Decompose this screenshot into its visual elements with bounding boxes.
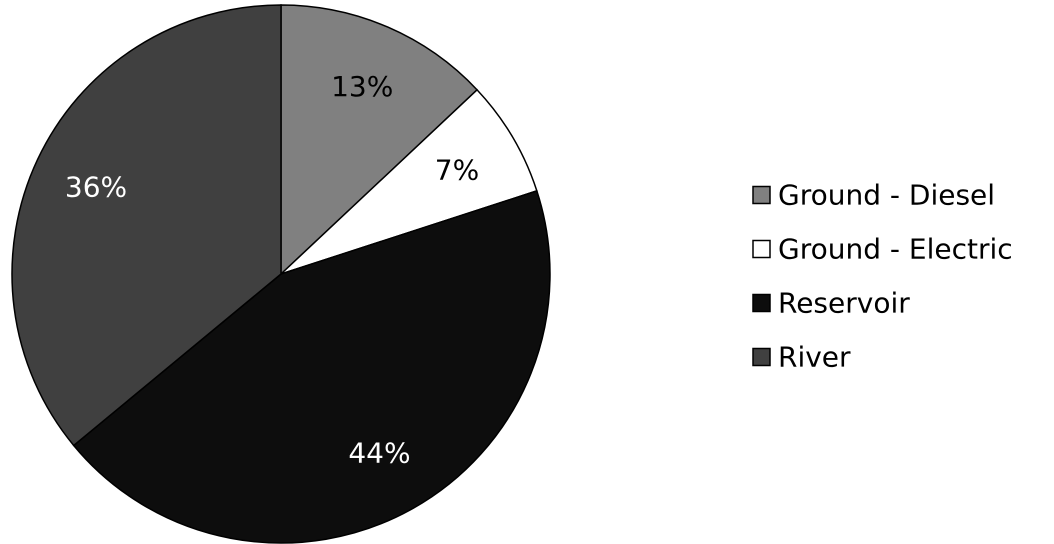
- legend-label-ground-electric: Ground - Electric: [778, 233, 1013, 266]
- legend-swatch-ground-diesel: [752, 185, 771, 205]
- legend-swatch-reservoir: [752, 293, 771, 313]
- pie-slices: [11, 4, 551, 544]
- legend-swatch-river: [752, 347, 771, 367]
- legend: Ground - Diesel Ground - Electric Reservoi…: [752, 179, 1013, 374]
- pie-slice-river: [11, 4, 282, 447]
- legend-label-river: River: [778, 341, 851, 374]
- pie-slice-ground-diesel: [280, 4, 479, 276]
- pie-labels: 13% 7% 44% 36%: [65, 70, 479, 470]
- legend-label-ground-diesel: Ground - Diesel: [778, 179, 995, 212]
- slice-label-ground-diesel: 13%: [331, 70, 393, 103]
- slice-label-river: 36%: [65, 170, 127, 203]
- slice-label-reservoir: 44%: [348, 437, 410, 470]
- slice-label-ground-electric: 7%: [435, 153, 479, 186]
- pie-slice-reservoir: [72, 189, 551, 544]
- pie-slice-ground-electric: [280, 88, 538, 275]
- legend-swatch-ground-electric: [752, 239, 771, 259]
- legend-label-reservoir: Reservoir: [778, 287, 910, 320]
